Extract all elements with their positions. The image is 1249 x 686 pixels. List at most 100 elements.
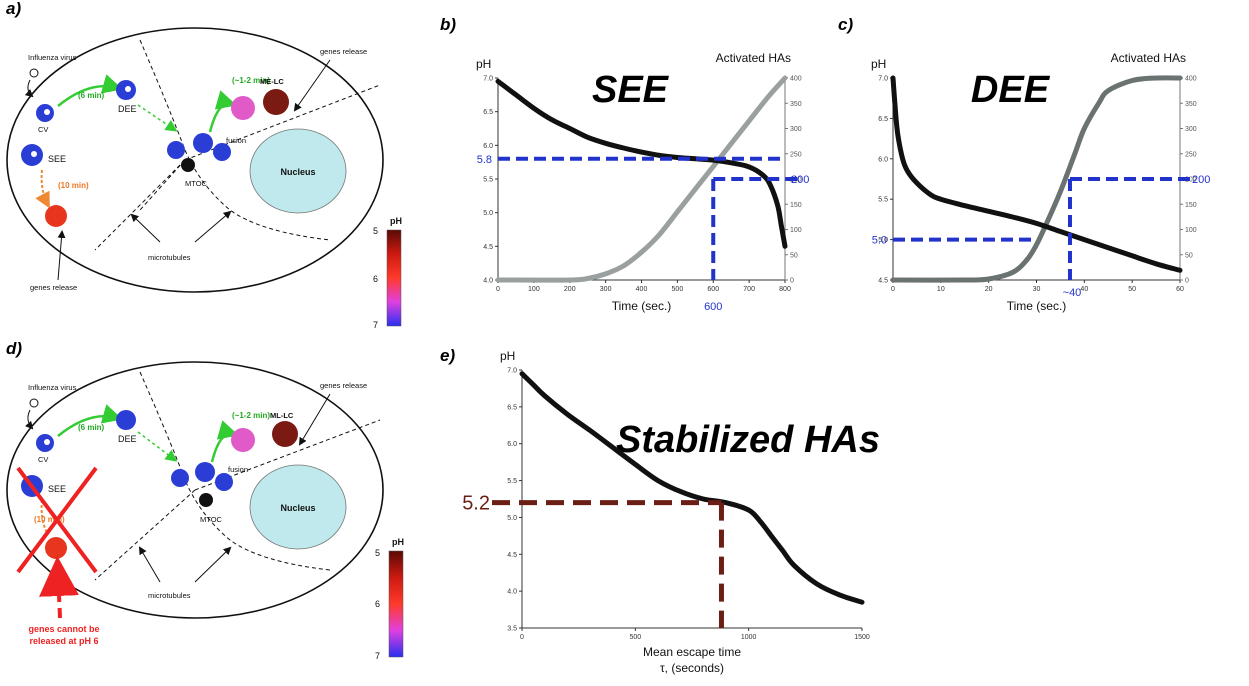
mllc-pink-vesicle — [231, 428, 255, 452]
virus-entry-arrow-d — [25, 409, 34, 430]
x-axis-title: Time (sec.) — [612, 299, 672, 313]
x-tick-label: 1000 — [741, 634, 757, 641]
y-tick-label: 5.5 — [507, 478, 517, 485]
nucleus-d — [249, 464, 347, 550]
colorbar-gradient-d — [388, 550, 404, 658]
membrane-dashed-d — [139, 371, 331, 571]
cv-to-dee-time: (6 min) — [78, 91, 105, 100]
ph-curve — [519, 371, 865, 605]
see-to-late-time-d: (10 min) — [34, 515, 65, 524]
y2-tick-label: 250 — [790, 151, 802, 158]
panel-d: d) Nucleus Influenza virus CV SEE (6 min… — [6, 339, 384, 646]
chart-e: 0 500 1000 1500 3.5 4.0 4.5 5.0 5.5 6.0 6.5 7.0 pH Me… — [462, 349, 880, 675]
cv-vesicle-core — [44, 109, 50, 115]
y-tick-label: 4.0 — [507, 589, 517, 596]
see-label: SEE — [48, 154, 66, 164]
see-vesicle-core — [31, 151, 37, 157]
x-tick-label: 1500 — [854, 634, 870, 641]
x-tick-label: 30 — [1033, 286, 1041, 293]
x-axis-title: Time (sec.) — [1007, 299, 1067, 313]
ph-curve — [495, 78, 788, 249]
panel-c-letter: c) — [838, 15, 853, 34]
x-tick-label: 10 — [937, 286, 945, 293]
genes-release-top-d: genes release — [320, 381, 367, 390]
genes-release-top: genes release — [320, 47, 367, 56]
fusion-label: fusion — [226, 136, 246, 145]
y2-tick-label: 0 — [1185, 278, 1189, 285]
dee-to-mtoc-arrow — [137, 104, 178, 132]
panel-a: a) Nucleus Influenza virus CV SEE (6 min… — [6, 0, 384, 293]
y-tick-label: 7.0 — [483, 76, 493, 83]
chart-title: SEE — [592, 69, 670, 111]
colorbar-gradient — [386, 229, 402, 327]
y2-tick-label: 150 — [1185, 202, 1197, 209]
y-tick-label: 6.0 — [507, 441, 517, 448]
fusion-label-d: fusion — [228, 465, 248, 474]
to-melc-arrow — [208, 90, 237, 133]
microtubules-arrow-d-2 — [194, 546, 232, 583]
y-axis-title: pH — [500, 349, 515, 363]
x-tick-label: 0 — [520, 634, 524, 641]
mtoc-dot-d — [199, 493, 213, 507]
colorbar-title: pH — [390, 216, 402, 226]
nucleus — [249, 128, 347, 214]
chart-title: DEE — [971, 69, 1051, 111]
x-tick-label: 800 — [779, 286, 791, 293]
cell-outline — [6, 27, 384, 293]
time-guide-value: ~40 — [1063, 287, 1082, 299]
x-tick-label: 500 — [672, 286, 684, 293]
cell-outline-d — [6, 361, 384, 619]
y-tick-label: 6.0 — [878, 156, 888, 163]
y2-tick-label: 150 — [790, 202, 802, 209]
colorbar-tick-5: 5 — [373, 226, 378, 236]
mtoc-dot — [181, 158, 195, 172]
mtoc-vesicle-d-3 — [215, 473, 233, 491]
x-tick-label: 400 — [636, 286, 648, 293]
mtoc-vesicle-1 — [167, 141, 185, 159]
microtubules-label-d: microtubules — [148, 591, 191, 600]
red-cross-2 — [16, 466, 98, 574]
virus-entry-arrow — [24, 79, 34, 98]
melc-dark-vesicle — [263, 89, 289, 115]
dee-vesicle-core — [125, 86, 131, 92]
ph-guide-value: 5.2 — [462, 493, 490, 515]
has-guide-value: 200 — [1192, 174, 1210, 186]
virus-icon — [29, 68, 39, 78]
y-tick-label: 3.5 — [507, 626, 517, 633]
mtoc-vesicle-d-2 — [195, 462, 215, 482]
colorbar-tick-7: 7 — [373, 320, 378, 330]
y-tick-label: 5.0 — [507, 515, 517, 522]
y2-tick-label: 400 — [790, 76, 802, 83]
mtoc-vesicle-2 — [193, 133, 213, 153]
y-axis-title: pH — [871, 57, 886, 71]
to-mllc-arrow — [210, 420, 239, 463]
y2-tick-label: 300 — [790, 126, 802, 133]
nucleus-label: Nucleus — [280, 167, 315, 177]
chart-title: Stabilized HAs — [616, 419, 880, 461]
microtubule-1 — [94, 159, 186, 251]
y2-tick-label: 50 — [1185, 252, 1193, 259]
x-axis-title-line1: Mean escape time — [643, 645, 741, 659]
y2-tick-label: 200 — [1185, 177, 1197, 184]
see-to-late-time: (10 min) — [58, 181, 89, 190]
chart-c: 0 10 20 30 40 50 60 4.5 5.0 5.5 6.0 6.5 7.0 0 50 100 150… — [871, 51, 1210, 313]
panel-b-letter: b) — [440, 15, 456, 34]
cv-vesicle-core-d — [44, 439, 50, 445]
see-late-vesicle-d — [45, 537, 67, 559]
y2-tick-label: 0 — [790, 278, 794, 285]
genes-cannot-line2: released at pH 6 — [29, 636, 98, 646]
x-tick-label: 500 — [629, 634, 641, 641]
see-late-vesicle — [45, 205, 67, 227]
ph-guide-value: 5.0 — [872, 235, 887, 247]
cv-label-d: CV — [38, 455, 48, 464]
virus-label-d: Influenza virus — [28, 383, 77, 392]
mtoc-vesicle-d-1 — [171, 469, 189, 487]
x-tick-label: 0 — [496, 286, 500, 293]
y2-tick-label: 350 — [1185, 101, 1197, 108]
y-tick-label: 6.5 — [507, 404, 517, 411]
y2-tick-label: 50 — [790, 252, 798, 259]
microtubules-arrow-2 — [194, 210, 232, 243]
cv-to-dee-time-d: (6 min) — [78, 423, 105, 432]
microtubules-arrow-1 — [130, 213, 161, 243]
dee-label-d: DEE — [118, 434, 137, 444]
